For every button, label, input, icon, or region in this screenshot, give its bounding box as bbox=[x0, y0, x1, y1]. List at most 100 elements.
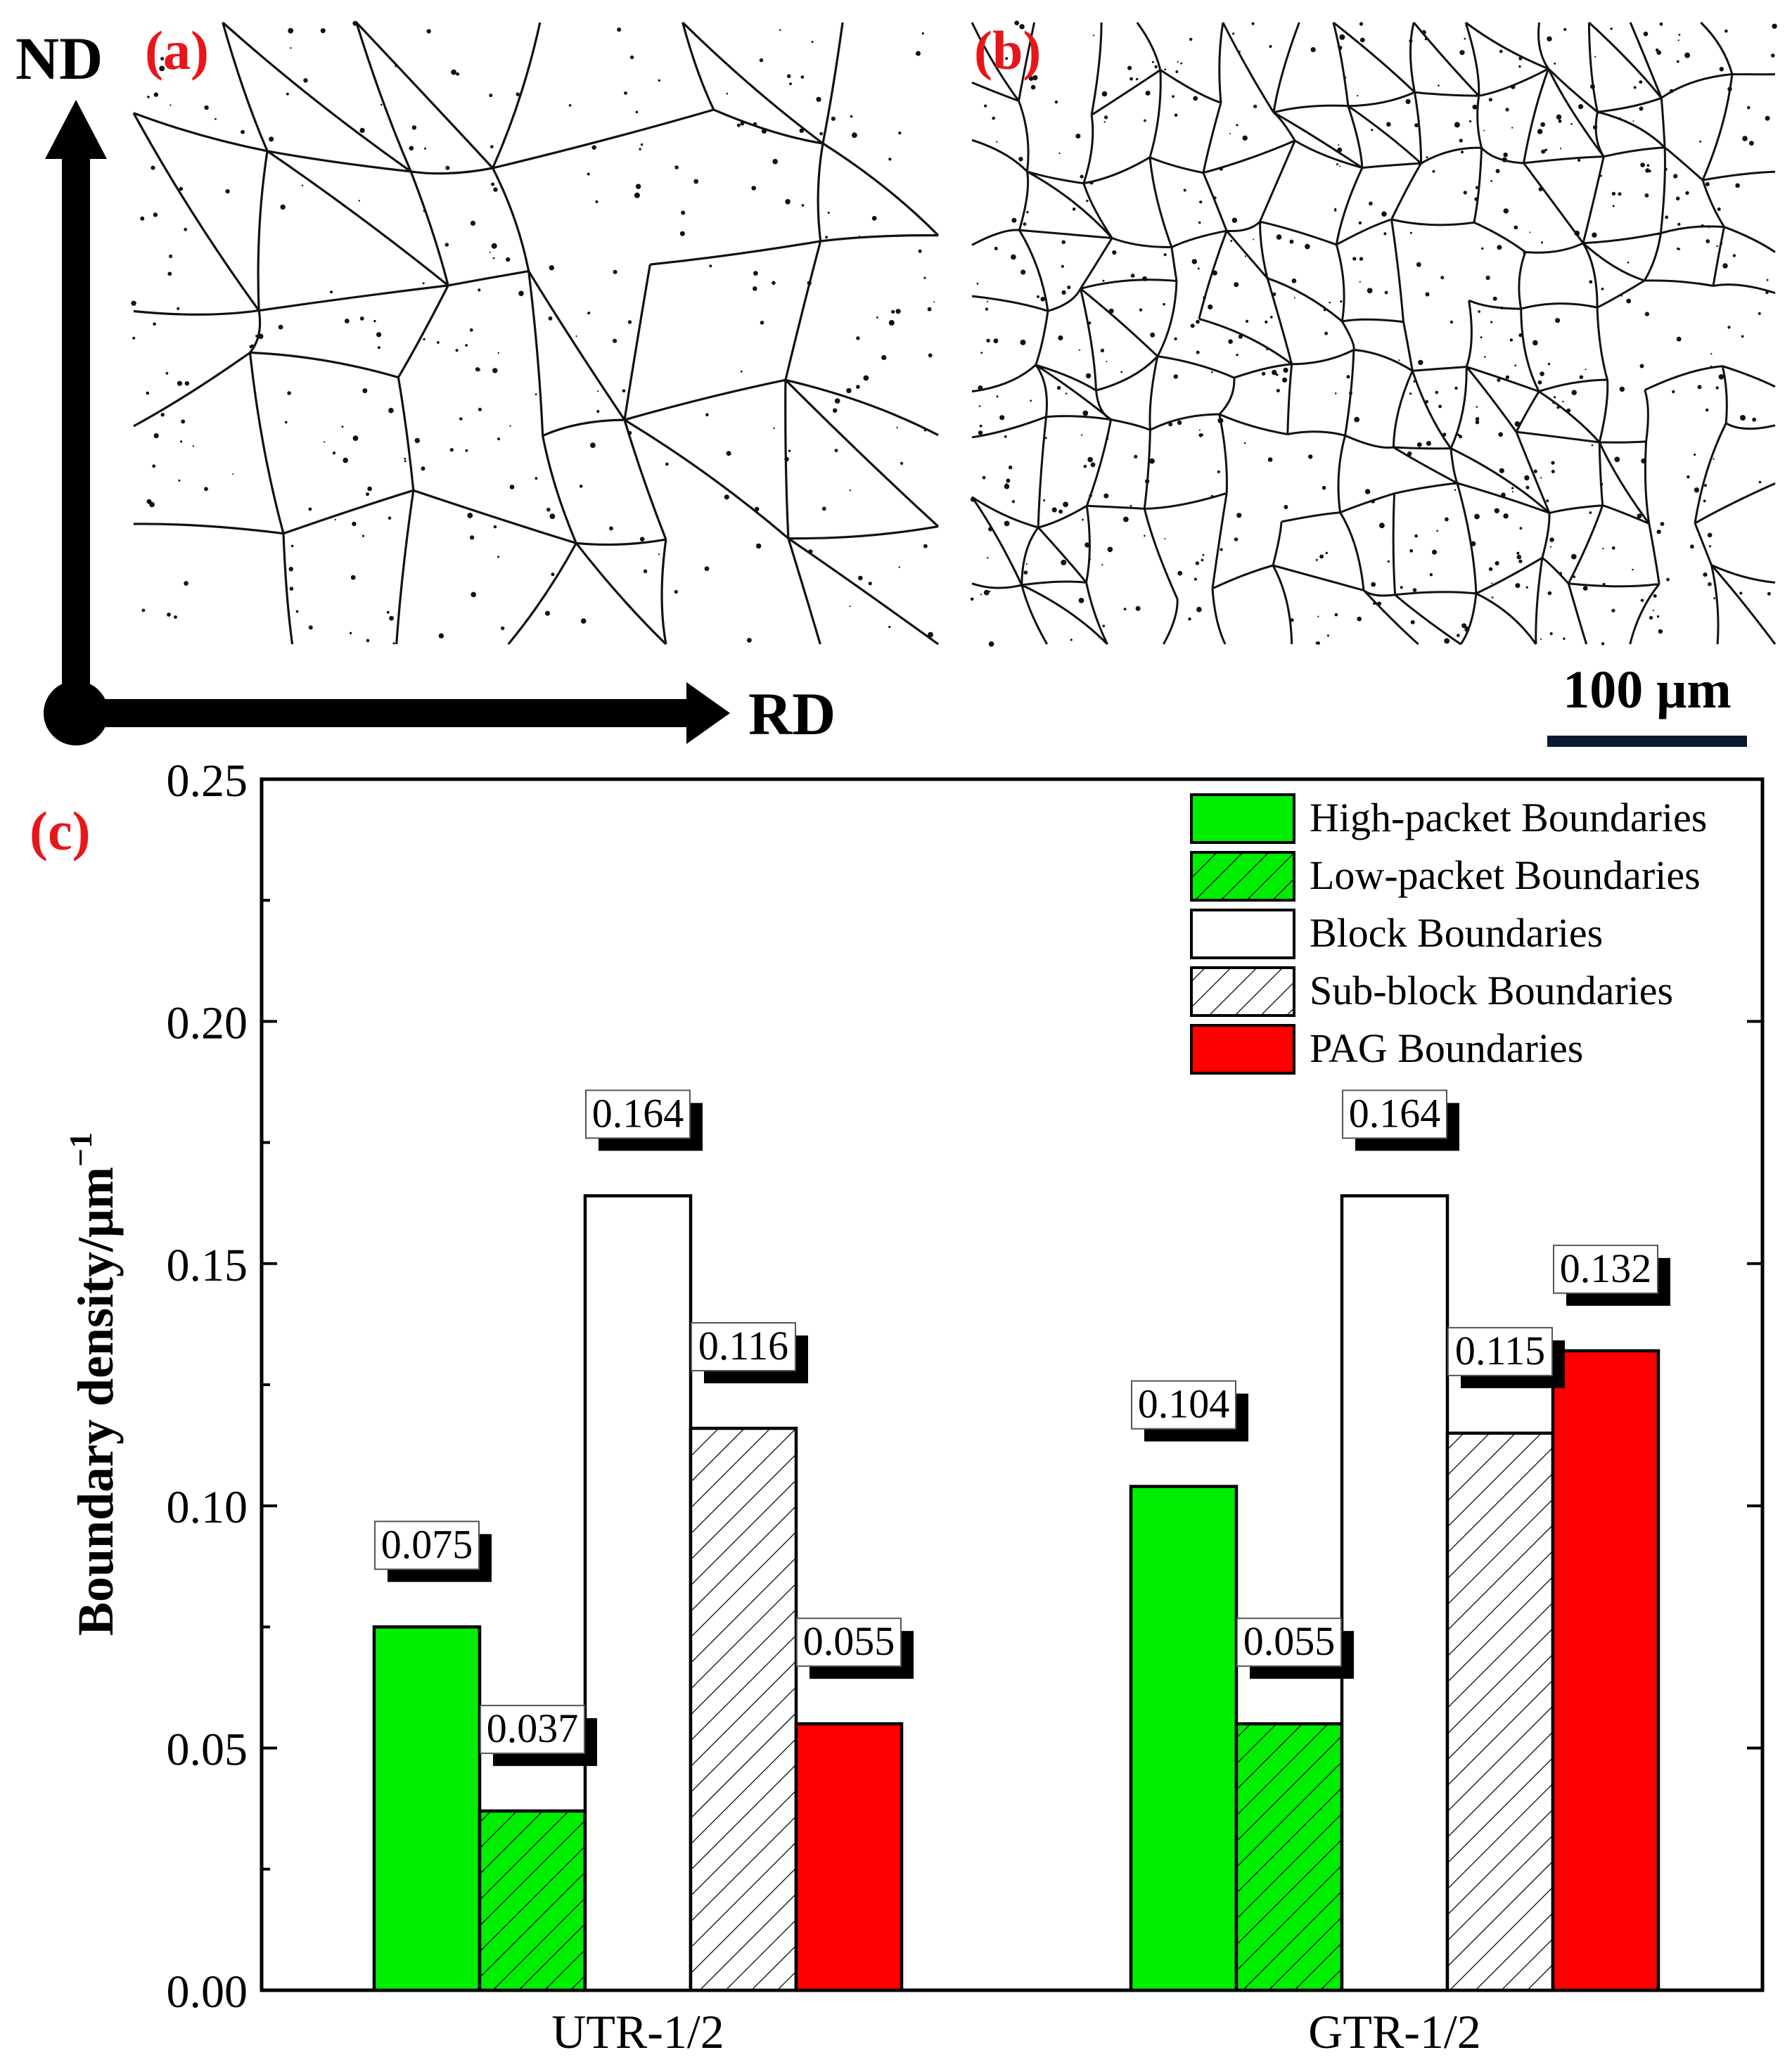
speck bbox=[983, 589, 990, 596]
speck bbox=[1061, 264, 1064, 268]
speck bbox=[1541, 241, 1543, 244]
speck bbox=[350, 575, 356, 580]
speck bbox=[1429, 573, 1433, 577]
speck bbox=[1492, 296, 1497, 301]
speck bbox=[1640, 162, 1645, 167]
speck bbox=[1537, 380, 1542, 385]
speck bbox=[1438, 404, 1442, 409]
speck bbox=[160, 57, 165, 60]
speck bbox=[1067, 286, 1071, 290]
speck bbox=[784, 456, 789, 462]
speck bbox=[759, 58, 764, 63]
speck bbox=[489, 94, 493, 98]
speck bbox=[811, 41, 814, 43]
speck bbox=[740, 370, 743, 373]
speck bbox=[779, 29, 781, 31]
bar-hatch bbox=[1447, 1433, 1553, 1990]
speck bbox=[1134, 454, 1138, 459]
speck bbox=[1554, 396, 1556, 399]
speck bbox=[1611, 608, 1615, 613]
speck bbox=[179, 186, 184, 191]
speck bbox=[674, 165, 679, 169]
speck bbox=[1476, 406, 1478, 408]
speck bbox=[1574, 230, 1580, 236]
speck bbox=[1524, 475, 1530, 481]
speck bbox=[1108, 308, 1114, 314]
speck bbox=[1339, 34, 1345, 40]
speck bbox=[1398, 359, 1400, 361]
speck bbox=[467, 513, 473, 518]
speck bbox=[705, 413, 709, 417]
legend-swatch-outline bbox=[1190, 966, 1295, 1017]
speck bbox=[1518, 559, 1523, 563]
speck bbox=[852, 132, 857, 139]
speck bbox=[1028, 34, 1032, 39]
speck bbox=[470, 535, 475, 540]
speck bbox=[580, 618, 587, 624]
speck bbox=[1080, 174, 1084, 179]
speck bbox=[1123, 516, 1129, 523]
rd-arrow-shaft bbox=[76, 699, 695, 727]
speck bbox=[1677, 222, 1681, 226]
speck bbox=[167, 613, 171, 617]
speck bbox=[1150, 332, 1156, 338]
bar-fill bbox=[796, 1724, 902, 1990]
speck bbox=[147, 96, 150, 98]
speck bbox=[1386, 122, 1391, 127]
speck bbox=[1593, 125, 1598, 130]
speck bbox=[1474, 197, 1478, 201]
y-tick-label: 0.15 bbox=[167, 1240, 248, 1291]
speck bbox=[629, 55, 634, 60]
speck bbox=[1333, 209, 1337, 212]
speck bbox=[1174, 113, 1178, 117]
speck bbox=[1426, 156, 1428, 159]
speck bbox=[1144, 119, 1146, 122]
speck bbox=[1020, 269, 1026, 275]
speck bbox=[1435, 390, 1439, 395]
speck bbox=[1196, 606, 1202, 613]
speck bbox=[1400, 586, 1403, 589]
speck bbox=[927, 307, 932, 312]
speck bbox=[1217, 418, 1224, 424]
speck bbox=[1009, 428, 1011, 430]
speck bbox=[1495, 561, 1499, 566]
speck bbox=[1644, 193, 1649, 198]
speck bbox=[1242, 135, 1248, 141]
speck bbox=[506, 257, 511, 262]
speck bbox=[373, 319, 376, 323]
speck bbox=[334, 518, 336, 521]
speck bbox=[1676, 60, 1679, 63]
bar-fill bbox=[1553, 1350, 1658, 1990]
speck bbox=[622, 389, 626, 393]
speck bbox=[1410, 620, 1415, 624]
bar-fill bbox=[1342, 1196, 1447, 1990]
speck bbox=[1672, 390, 1675, 394]
speck bbox=[1708, 545, 1712, 548]
speck bbox=[1251, 22, 1255, 25]
speck bbox=[404, 460, 407, 463]
speck bbox=[1086, 199, 1089, 203]
bar-gtr-1-2-4 bbox=[1551, 1349, 1660, 1992]
speck bbox=[1694, 487, 1700, 493]
speck bbox=[1620, 295, 1623, 297]
speck bbox=[850, 115, 853, 118]
speck bbox=[1652, 609, 1654, 612]
speck bbox=[1019, 24, 1025, 30]
speck bbox=[1677, 39, 1679, 41]
speck bbox=[1469, 120, 1472, 123]
speck bbox=[1315, 641, 1319, 645]
speck bbox=[994, 246, 998, 250]
speck bbox=[1549, 537, 1554, 542]
speck bbox=[1210, 494, 1214, 498]
speck bbox=[888, 158, 892, 161]
speck bbox=[709, 264, 712, 268]
speck bbox=[1151, 60, 1154, 63]
bar-fill bbox=[374, 1627, 480, 1990]
speck bbox=[1238, 334, 1243, 339]
speck bbox=[825, 236, 828, 239]
legend: High-packet Boundaries Low-packet Boundar… bbox=[1190, 793, 1707, 1075]
speck bbox=[726, 92, 729, 95]
speck bbox=[613, 269, 617, 274]
speck bbox=[1705, 181, 1710, 186]
speck bbox=[1582, 586, 1588, 591]
